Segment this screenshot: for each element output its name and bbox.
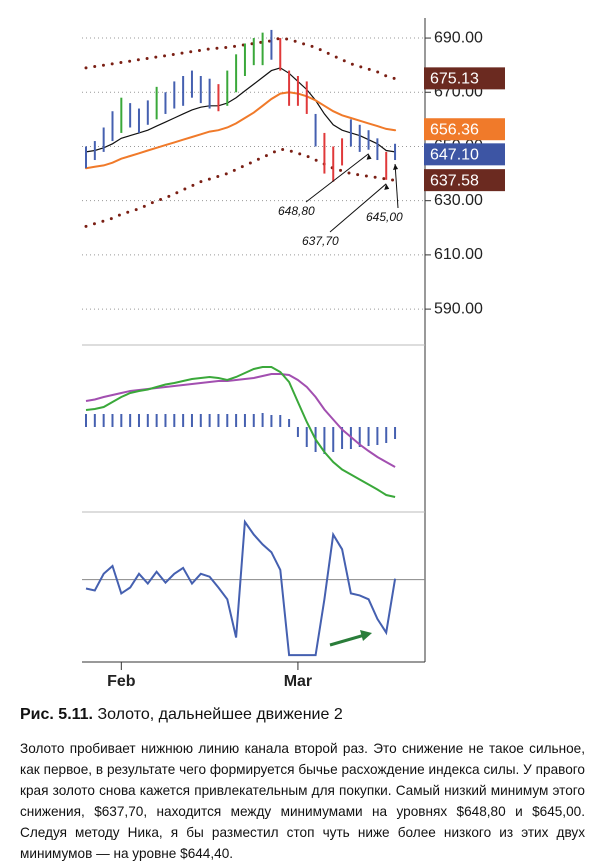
histogram-bar [208, 414, 211, 427]
annotation-arrow [305, 153, 369, 203]
histogram-bar [385, 427, 388, 443]
price-tag-label: 675.13 [430, 71, 479, 88]
histogram-bar [155, 414, 158, 427]
histogram-bar [102, 414, 105, 427]
caption: Рис. 5.11. Золото, дальнейшее движение 2 [20, 706, 343, 724]
annotation-arrow [329, 183, 387, 233]
caption-title: Золото, дальнейшее движение 2 [97, 706, 343, 723]
price-tag [424, 118, 505, 141]
histogram-bar [252, 414, 255, 427]
indicator-line [85, 67, 396, 153]
histogram-bar [288, 419, 291, 427]
force-index-line [85, 519, 397, 657]
histogram-bar [173, 414, 176, 427]
histogram-bar [226, 414, 229, 427]
y-tick-label: 630.00 [434, 192, 483, 209]
histogram-bar [146, 414, 149, 427]
chart: 690.00670.00650.00630.00610.00590.00675.… [82, 18, 505, 690]
histogram-bar [235, 414, 238, 427]
indicator-line [84, 147, 397, 228]
histogram-bar [332, 427, 335, 452]
price-tag-label: 656.36 [430, 121, 479, 138]
annotation-arrowhead [393, 164, 399, 171]
histogram-bar [164, 414, 167, 427]
price-tag [424, 143, 505, 166]
y-tick-label: 590.00 [434, 300, 483, 317]
histogram-bar [323, 427, 326, 454]
price-tag-label: 647.10 [430, 147, 479, 164]
annotation-arrowhead [384, 183, 390, 190]
y-tick-label: 690.00 [434, 29, 483, 46]
histogram-bar [129, 414, 132, 427]
x-tick-label: Feb [107, 673, 136, 690]
y-tick-label: 610.00 [434, 246, 483, 263]
annotation: 648,80 [278, 204, 315, 218]
histogram-bar [394, 427, 397, 439]
histogram-bar [358, 427, 361, 447]
histogram-bar [182, 414, 185, 427]
histogram-bar [367, 427, 370, 446]
annotation: 637,70 [302, 234, 339, 248]
caption-label: Рис. 5.11. [20, 706, 93, 723]
price-tag [424, 169, 505, 192]
histogram-bar [190, 414, 193, 427]
histogram-bar [243, 414, 246, 427]
annotation-arrowhead [366, 153, 372, 160]
histogram-bar [93, 414, 96, 427]
macd-line [85, 366, 396, 498]
histogram-bar [120, 414, 123, 427]
histogram-bar [261, 413, 264, 427]
histogram-bar [111, 414, 114, 427]
price-tag-label: 637.58 [430, 172, 479, 189]
body-text: Золото пробивает нижнюю линию канала вто… [20, 741, 585, 861]
annotation-arrow [394, 163, 399, 209]
histogram-bar [137, 414, 140, 427]
histogram-bar [279, 415, 282, 427]
histogram-bar [217, 414, 220, 427]
annotation: 645,00 [366, 210, 403, 224]
histogram-bar [376, 427, 379, 445]
histogram-bar [199, 414, 202, 427]
histogram-bar [296, 427, 299, 437]
histogram-bar [305, 427, 308, 447]
histogram-bar [85, 414, 87, 427]
x-tick-label: Mar [284, 673, 312, 690]
indicator-line [84, 36, 397, 81]
histogram-bar [341, 427, 344, 449]
price-tag [424, 67, 505, 90]
macd-line [85, 373, 396, 468]
histogram-bar [270, 415, 273, 427]
indicator-line [85, 91, 397, 170]
divergence-arrowhead [360, 630, 372, 641]
